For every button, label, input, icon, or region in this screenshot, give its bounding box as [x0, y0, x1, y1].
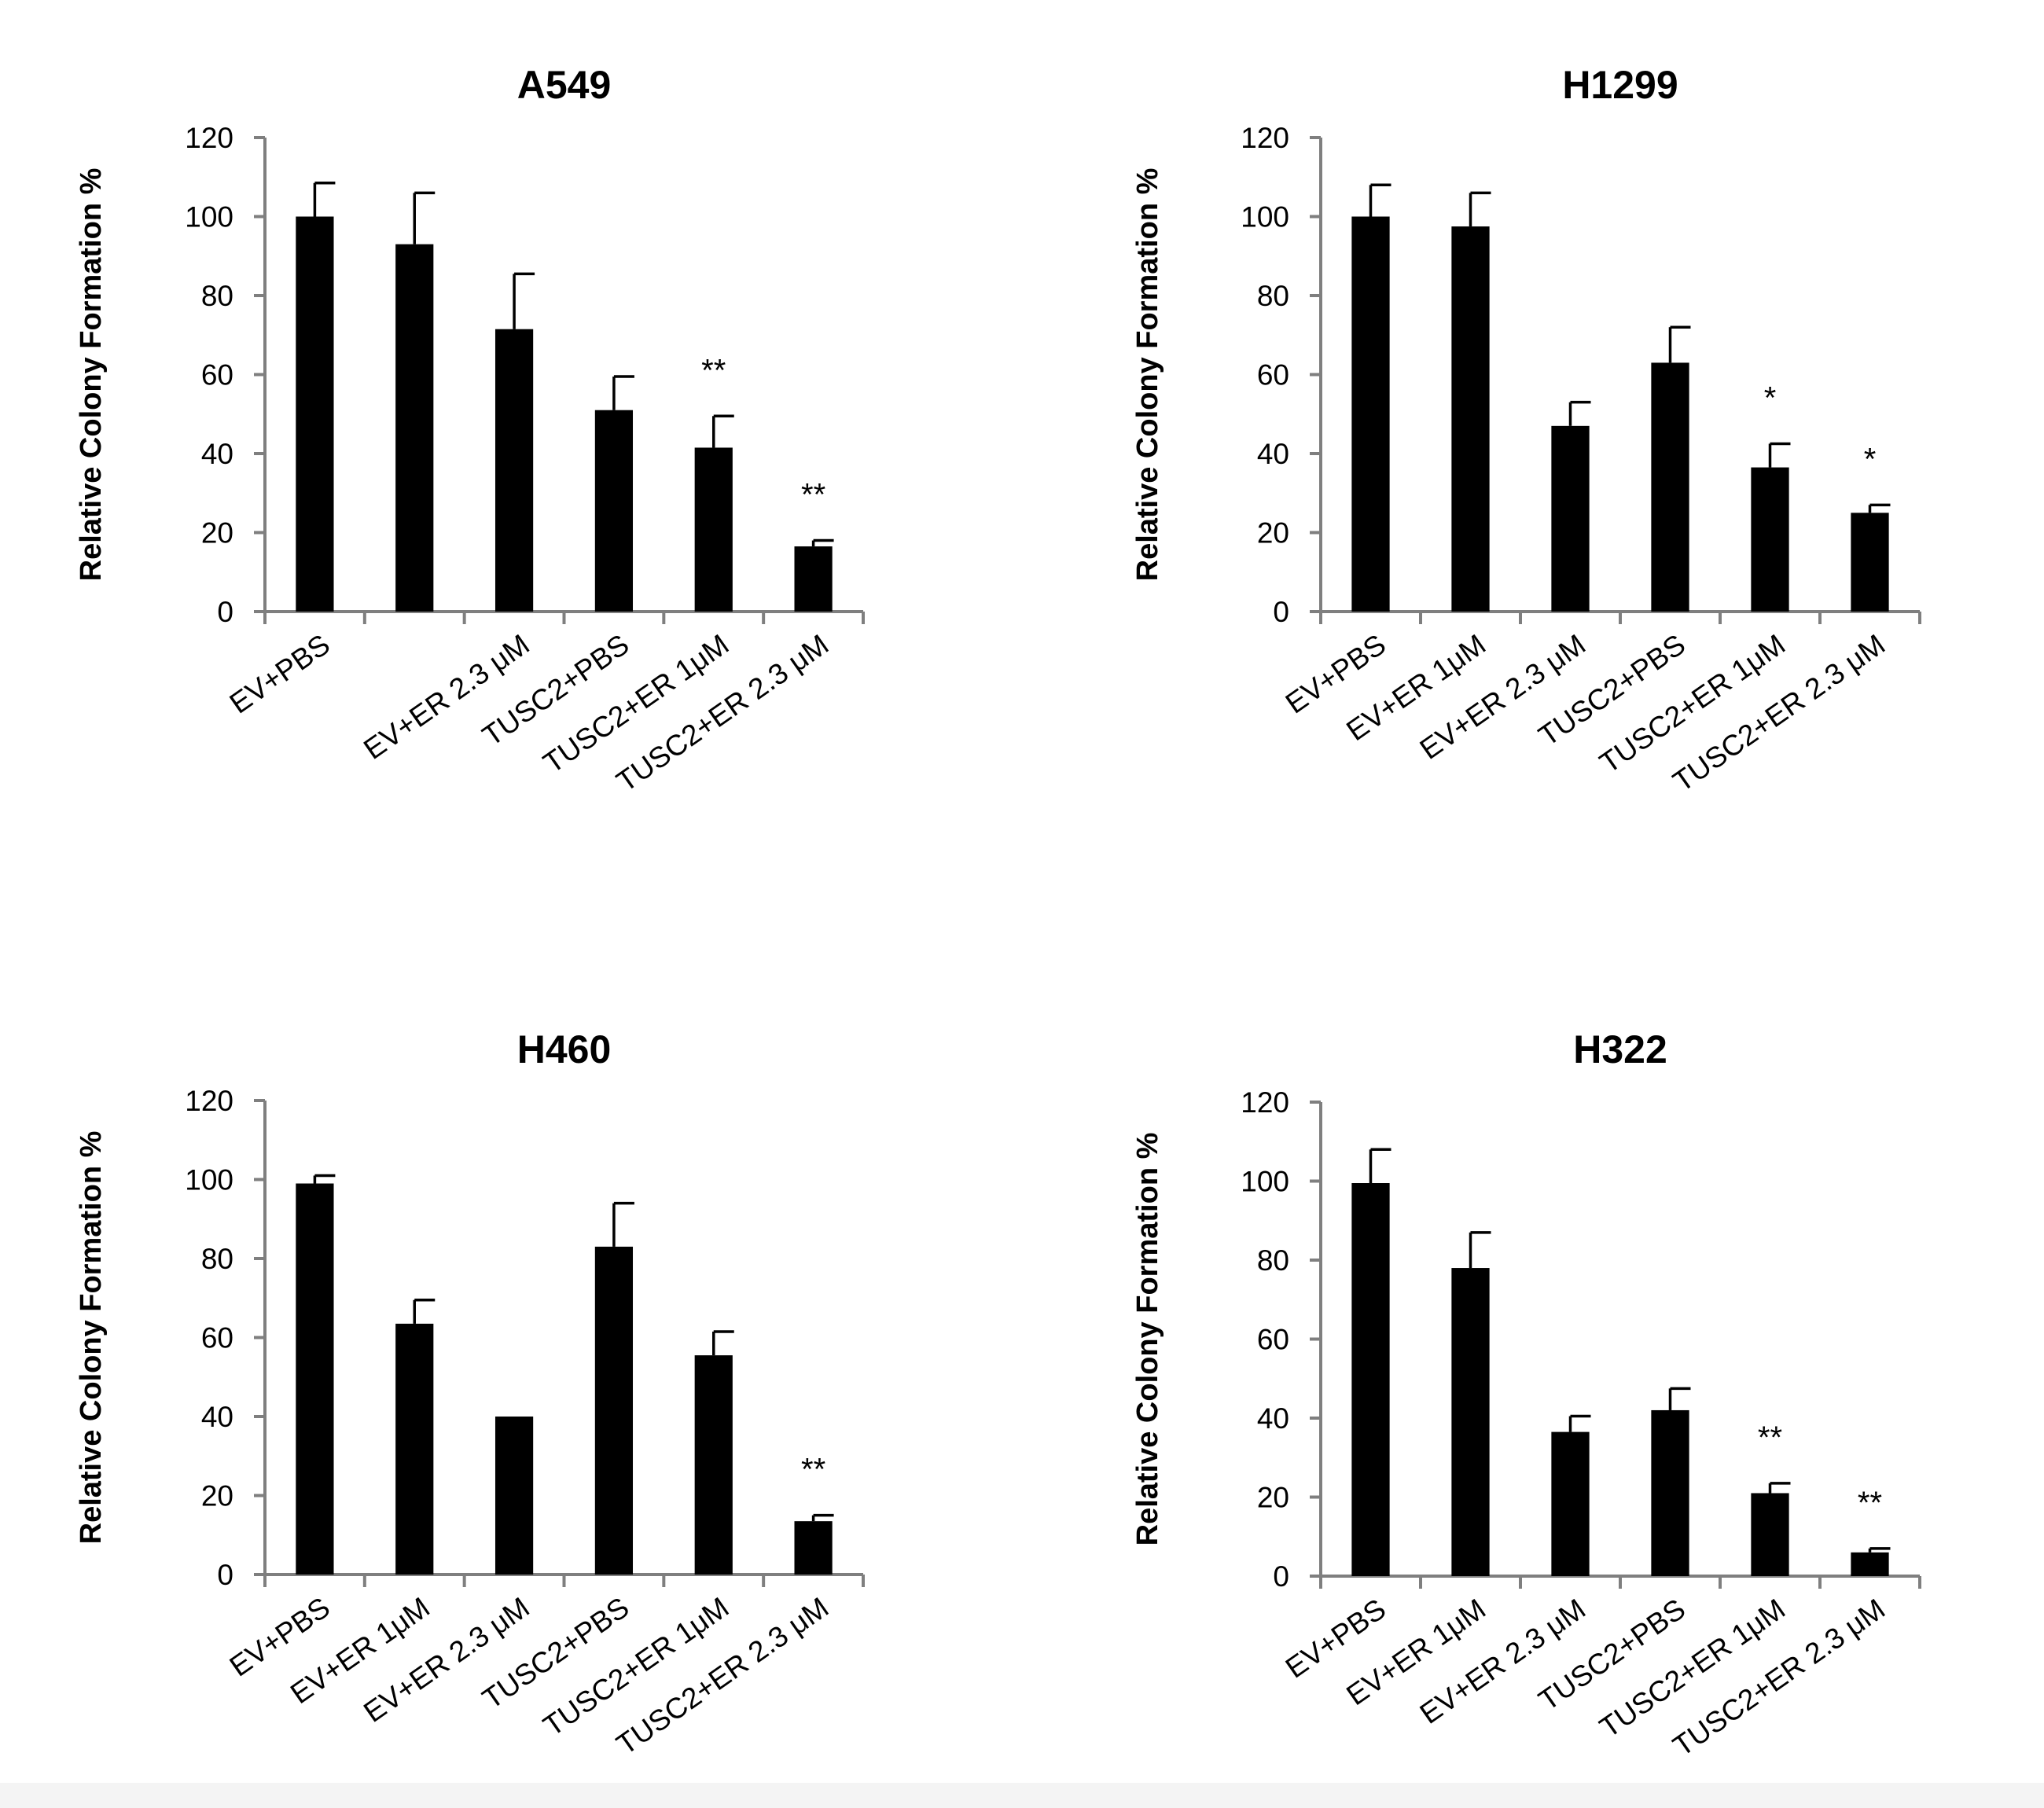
bar — [694, 1355, 733, 1575]
y-tick-label: 40 — [201, 438, 233, 470]
y-axis-label: Relative Colony Formation % — [75, 1131, 108, 1545]
y-tick-label: 0 — [217, 1559, 233, 1591]
bar — [1551, 425, 1590, 612]
y-tick-label: 60 — [201, 1322, 233, 1354]
bar — [296, 216, 334, 612]
significance-marker: ** — [701, 353, 726, 388]
y-tick-label: 60 — [1257, 359, 1289, 391]
x-tick-label: EV+ER 2.3 μM — [358, 628, 535, 766]
bar — [395, 1323, 434, 1575]
chart-panel: H1299 Relative Colony Formation % 0 20 40 60 8… — [1131, 63, 1921, 798]
bar — [1751, 1493, 1789, 1576]
bar — [594, 410, 634, 612]
x-tick-label: EV+ER 2.3 μM — [1414, 628, 1591, 766]
significance-marker: ** — [1758, 1420, 1782, 1455]
bar — [594, 1246, 634, 1575]
x-tick-label: EV+PBS — [224, 628, 336, 720]
y-tick-label: 100 — [1241, 201, 1289, 233]
bar — [1751, 467, 1789, 612]
y-tick-label: 20 — [1257, 1482, 1289, 1514]
y-tick-label: 120 — [1241, 122, 1289, 154]
x-tick-label: EV+ER 2.3 μM — [358, 1591, 535, 1729]
chart-panel: A549 Relative Colony Formation % 0 20 40 60 80… — [75, 63, 865, 798]
y-axis-label: Relative Colony Formation % — [75, 168, 108, 582]
bar — [794, 546, 833, 612]
chart-title: A549 — [517, 63, 612, 107]
y-tick-label: 60 — [1257, 1324, 1289, 1356]
significance-marker: ** — [1858, 1486, 1882, 1520]
y-tick-label: 20 — [1257, 517, 1289, 549]
y-tick-label: 120 — [185, 122, 233, 154]
bar — [494, 1417, 534, 1575]
y-tick-label: 80 — [1257, 280, 1289, 312]
bar — [794, 1521, 833, 1575]
bar — [1351, 1183, 1390, 1576]
y-tick-label: 20 — [201, 517, 233, 549]
y-tick-label: 100 — [185, 1164, 233, 1196]
chart-panel: H460 Relative Colony Formation % 0 20 40 60 80… — [75, 1027, 865, 1761]
significance-marker: ** — [801, 478, 825, 513]
bar — [1851, 1552, 1889, 1576]
y-tick-label: 40 — [1257, 1402, 1289, 1435]
bar — [1851, 513, 1889, 612]
y-tick-label: 40 — [201, 1401, 233, 1433]
chart-panel: H322 Relative Colony Formation % 0 20 40 60 80… — [1131, 1027, 1921, 1762]
significance-marker: * — [1864, 442, 1877, 476]
y-tick-label: 60 — [201, 359, 233, 391]
y-axis-label: Relative Colony Formation % — [1131, 168, 1164, 582]
bar — [494, 329, 534, 612]
chart-title: H1299 — [1562, 63, 1678, 107]
y-tick-label: 100 — [1241, 1166, 1289, 1198]
significance-marker: * — [1764, 380, 1777, 415]
y-tick-label: 80 — [201, 1243, 233, 1275]
x-tick-label: EV+ER 2.3 μM — [1414, 1593, 1591, 1730]
y-tick-label: 100 — [185, 201, 233, 233]
y-axis-label: Relative Colony Formation % — [1131, 1133, 1164, 1546]
y-tick-label: 20 — [201, 1480, 233, 1512]
significance-marker: ** — [801, 1453, 825, 1487]
chart-title: H322 — [1573, 1027, 1667, 1071]
bar — [395, 244, 434, 612]
bar — [1351, 216, 1390, 612]
y-tick-label: 120 — [185, 1085, 233, 1117]
bar — [694, 447, 733, 612]
y-tick-label: 0 — [1273, 1560, 1289, 1593]
bar — [1451, 1268, 1490, 1576]
y-tick-label: 40 — [1257, 438, 1289, 470]
bar — [296, 1183, 334, 1575]
bar — [1651, 1409, 1689, 1576]
y-tick-label: 80 — [201, 280, 233, 312]
bar — [1451, 226, 1490, 612]
bar — [1551, 1431, 1590, 1576]
y-tick-label: 80 — [1257, 1244, 1289, 1277]
y-tick-label: 120 — [1241, 1086, 1289, 1119]
bar — [1651, 362, 1689, 612]
chart-title: H460 — [517, 1027, 612, 1071]
y-tick-label: 0 — [217, 596, 233, 628]
y-tick-label: 0 — [1273, 596, 1289, 628]
bottom-strip — [0, 1783, 2044, 1808]
